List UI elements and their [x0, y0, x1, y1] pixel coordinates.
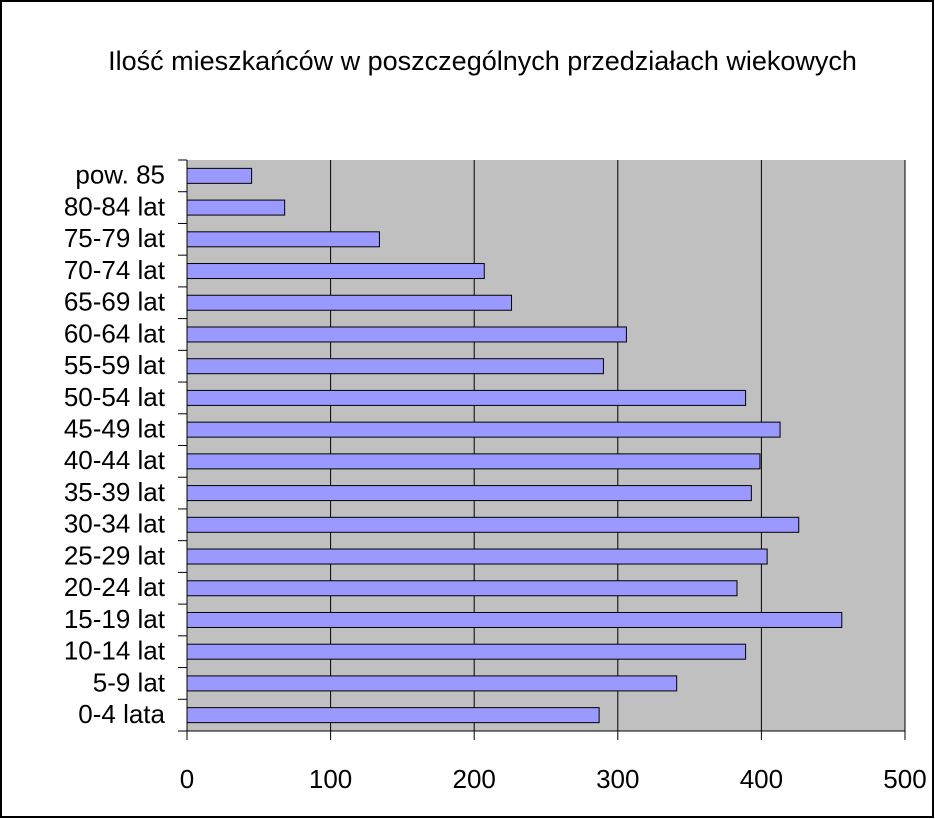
bar: [186, 707, 600, 724]
x-tick-label: 300: [596, 764, 639, 794]
bar: [186, 548, 768, 565]
y-tick-label: 55-59 lat: [64, 350, 166, 380]
y-tick-label: 15-19 lat: [64, 604, 166, 634]
y-tick-label: 25-29 lat: [64, 540, 166, 570]
y-tick-label: 50-54 lat: [64, 382, 166, 412]
y-tick-label: 80-84 lat: [64, 191, 166, 221]
bar: [186, 389, 747, 406]
bar: [186, 358, 604, 375]
plot-area: [187, 160, 905, 731]
y-tick-label: 60-64 lat: [64, 318, 166, 348]
y-tick-label: 75-79 lat: [64, 223, 166, 253]
x-tick-label: 400: [740, 764, 783, 794]
y-tick-label: pow. 85: [75, 160, 165, 190]
x-tick-label: 500: [883, 764, 926, 794]
bar: [186, 263, 485, 280]
bar: [186, 485, 752, 502]
bar: [186, 167, 253, 184]
y-tick-label: 0-4 lata: [78, 699, 165, 729]
y-tick-label: 30-34 lat: [64, 509, 166, 539]
y-tick-label: 65-69 lat: [64, 287, 166, 317]
y-tick-label: 45-49 lat: [64, 414, 166, 444]
bar: [186, 231, 380, 248]
x-tick-label: 0: [180, 764, 194, 794]
y-tick-label: 40-44 lat: [64, 445, 166, 475]
x-tick-label: 100: [309, 764, 352, 794]
x-tick-label: 200: [453, 764, 496, 794]
y-tick-label: 35-39 lat: [64, 477, 166, 507]
bar: [186, 643, 747, 660]
bar: [186, 611, 843, 628]
y-tick-label: 20-24 lat: [64, 572, 166, 602]
bar: [186, 199, 286, 216]
bar: [186, 580, 738, 597]
bar: [186, 294, 513, 311]
bar: [186, 675, 678, 692]
bar: [186, 326, 627, 343]
y-tick-label: 5-9 lat: [93, 667, 166, 697]
bar: [186, 516, 800, 533]
y-tick-label: 70-74 lat: [64, 255, 166, 285]
bar: [186, 421, 781, 438]
chart-title: Ilość mieszkańców w poszczególnych przed…: [108, 46, 857, 76]
bar: [186, 453, 761, 470]
y-tick-label: 10-14 lat: [64, 636, 166, 666]
